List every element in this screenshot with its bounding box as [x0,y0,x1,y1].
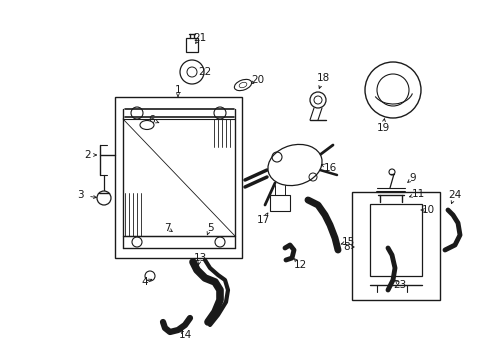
Bar [269,195,289,211]
Text: 8: 8 [343,242,349,252]
Ellipse shape [140,121,154,130]
Text: 14: 14 [178,330,191,340]
Ellipse shape [239,82,246,88]
Text: 21: 21 [193,33,206,43]
Text: 13: 13 [193,253,206,263]
Text: 15: 15 [341,237,354,247]
Text: 22: 22 [198,67,211,77]
Text: 7: 7 [163,223,170,233]
Bar [115,97,242,258]
Bar [351,192,439,300]
Text: 4: 4 [142,277,148,287]
Text: 23: 23 [392,280,406,290]
Text: 20: 20 [251,75,264,85]
Text: 17: 17 [256,215,269,225]
Bar [369,204,421,276]
Text: 24: 24 [447,190,461,200]
Text: 10: 10 [421,205,434,215]
Text: 18: 18 [316,73,329,83]
Text: 3: 3 [77,190,83,200]
Text: 2: 2 [84,150,91,160]
Text: 5: 5 [206,223,213,233]
Bar [185,38,198,52]
Text: 1: 1 [174,85,181,95]
Text: 16: 16 [323,163,336,173]
Text: 11: 11 [410,189,424,199]
Ellipse shape [234,80,251,91]
Text: 9: 9 [409,173,415,183]
Text: 6: 6 [148,115,155,125]
Text: 12: 12 [293,260,306,270]
Text: 19: 19 [376,123,389,133]
Ellipse shape [267,144,322,186]
